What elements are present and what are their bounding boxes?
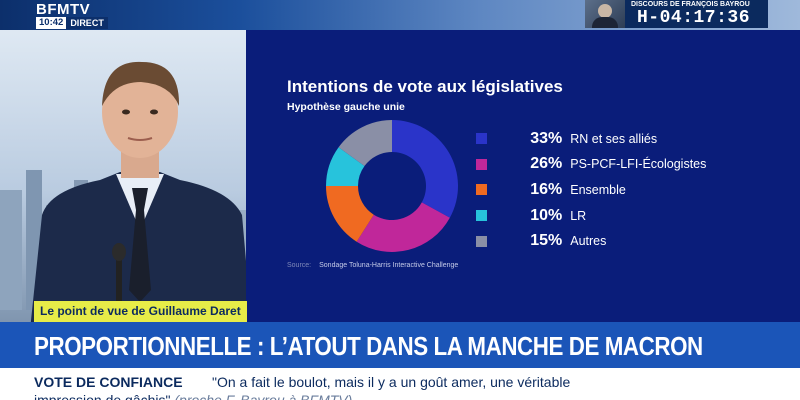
countdown-time: H-04:17:36 bbox=[637, 8, 751, 28]
legend-label: LR bbox=[570, 208, 587, 223]
headline-bar: PROPORTIONNELLE : L’ATOUT DANS LA MANCHE… bbox=[0, 322, 800, 368]
legend-percent-sign: % bbox=[548, 180, 563, 198]
legend-swatch bbox=[476, 133, 487, 145]
legend-percent-sign: % bbox=[548, 206, 563, 224]
time-badge: 10:42 DIRECT bbox=[36, 17, 108, 29]
source-text: Sondage Toluna-Harris Interactive Challe… bbox=[319, 262, 459, 269]
legend-percent-sign: % bbox=[548, 129, 563, 147]
headline: PROPORTIONNELLE : L’ATOUT DANS LA MANCHE… bbox=[34, 331, 703, 361]
ticker-text: "On a fait le boulot, mais il y a un goû… bbox=[212, 374, 571, 390]
legend-label: PS-PCF-LFI-Écologistes bbox=[570, 157, 707, 172]
legend-value: 15 bbox=[530, 232, 548, 250]
donut-slice-3 bbox=[326, 147, 365, 186]
legend-row: 15% Autres bbox=[476, 228, 796, 254]
legend-swatch bbox=[476, 235, 487, 247]
legend-row: 10% LR bbox=[476, 203, 796, 229]
legend-label: Ensemble bbox=[570, 182, 626, 197]
channel-logo: BFMTV bbox=[36, 1, 91, 18]
live-label: DIRECT bbox=[66, 17, 108, 29]
donut-chart bbox=[326, 120, 458, 252]
ticker-credit: (proche F. Bayrou à BFMTV) bbox=[174, 392, 353, 400]
clock: 10:42 bbox=[36, 17, 67, 29]
legend-value: 16 bbox=[530, 180, 548, 198]
legend-swatch bbox=[476, 158, 487, 170]
legend-percent-sign: % bbox=[548, 155, 563, 173]
chart-panel: Intentions de vote aux législatives Hypo… bbox=[246, 30, 800, 322]
legend-value: 33 bbox=[530, 129, 548, 147]
legend-swatch bbox=[476, 210, 487, 222]
donut-slice-4 bbox=[338, 120, 392, 167]
ticker-line2: impression de gâchis" (proche F. Bayrou … bbox=[34, 392, 352, 400]
speaker-tag: Le point de vue de Guillaume Daret bbox=[34, 301, 247, 322]
source-tag: Source: bbox=[287, 262, 312, 269]
countdown-label: DISCOURS DE FRANÇOIS BAYROU bbox=[631, 1, 750, 8]
ticker-bar: VOTE DE CONFIANCE "On a fait le boulot, … bbox=[0, 368, 800, 400]
countdown-box: DISCOURS DE FRANÇOIS BAYROU H-04:17:36 bbox=[585, 0, 768, 28]
legend-row: 26% PS-PCF-LFI-Écologistes bbox=[476, 152, 796, 178]
legend-value: 10 bbox=[530, 206, 548, 224]
legend-label: Autres bbox=[570, 234, 607, 249]
legend-label: RN et ses alliés bbox=[570, 131, 658, 146]
donut-slice-2 bbox=[326, 186, 374, 242]
presenter bbox=[30, 61, 252, 330]
legend-row: 16% Ensemble bbox=[476, 177, 796, 203]
legend-row: 33% RN et ses alliés bbox=[476, 126, 796, 152]
chart-source: Source: Sondage Toluna-Harris Interactive… bbox=[287, 262, 458, 269]
legend-value: 26 bbox=[530, 155, 548, 173]
ticker-line2-text: impression de gâchis" bbox=[34, 392, 171, 400]
top-bar: BFMTV 10:42 DIRECT DISCOURS DE FRANÇOIS … bbox=[0, 0, 800, 30]
chart-subtitle: Hypothèse gauche unie bbox=[287, 101, 405, 113]
donut-slice-0 bbox=[392, 120, 458, 218]
legend-swatch bbox=[476, 184, 487, 196]
ticker-label: VOTE DE CONFIANCE bbox=[34, 374, 183, 390]
countdown-thumbnail bbox=[585, 0, 625, 28]
legend-percent-sign: % bbox=[548, 232, 563, 250]
chart-title: Intentions de vote aux législatives bbox=[287, 77, 563, 96]
donut-slice-1 bbox=[356, 202, 450, 252]
chart-legend: 33% RN et ses alliés 26% PS-PCF-LFI-Écologi… bbox=[476, 126, 796, 254]
